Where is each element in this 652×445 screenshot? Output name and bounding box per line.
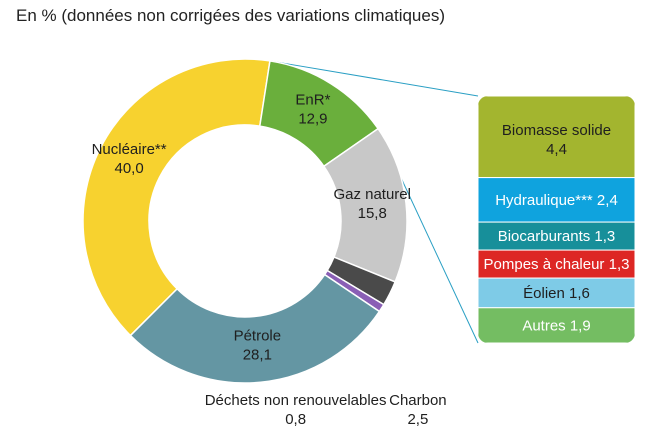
breakdown-segment-biocarburants (478, 221, 635, 251)
breakdown-segment-biomasse-solide (478, 96, 635, 179)
donut-label-nucleaire: Nucléaire** 40,0 (92, 141, 167, 177)
breakdown-label-eolien: Éolien 1,6 (523, 285, 590, 302)
donut-chart (82, 58, 408, 384)
breakdown-segment-autres (478, 307, 635, 343)
donut-label-enr: EnR* 12,9 (295, 92, 330, 128)
breakdown-segment-hydraulique (478, 177, 635, 223)
donut-label-dechets-non-renouvelables: Déchets non renouvelables 0,8 (205, 392, 387, 428)
breakdown-segment-eolien (478, 277, 635, 309)
chart-title: En % (données non corrigées des variatio… (16, 6, 446, 25)
breakdown-segment-pompes-a-chaleur (478, 249, 635, 279)
donut-label-charbon: Charbon 2,5 (389, 392, 447, 428)
breakdown-label-hydraulique: Hydraulique*** 2,4 (495, 192, 618, 209)
donut-labels: Nucléaire** 40,0 EnR* 12,9 Gaz naturel 15,8 Ch… (92, 92, 447, 428)
breakdown-label-pompes-a-chaleur: Pompes à chaleur 1,3 (484, 256, 630, 273)
donut-slice-petrole (129, 273, 381, 384)
donut-slice-nucleaire (82, 58, 271, 337)
breakdown-label-autres: Autres 1,9 (522, 317, 590, 334)
enr-breakdown-bar: Biomasse solide 4,4 Hydraulique*** 2,4 Bioc… (478, 96, 635, 343)
breakdown-label-biomasse-solide: Biomasse solide 4,4 (502, 122, 611, 158)
connector-top (269, 60, 479, 97)
donut-label-gaz-naturel: Gaz naturel 15,8 (333, 186, 411, 222)
breakdown-label-biocarburants: Biocarburants 1,3 (498, 228, 616, 245)
donut-label-petrole: Pétrole 28,1 (234, 327, 282, 363)
